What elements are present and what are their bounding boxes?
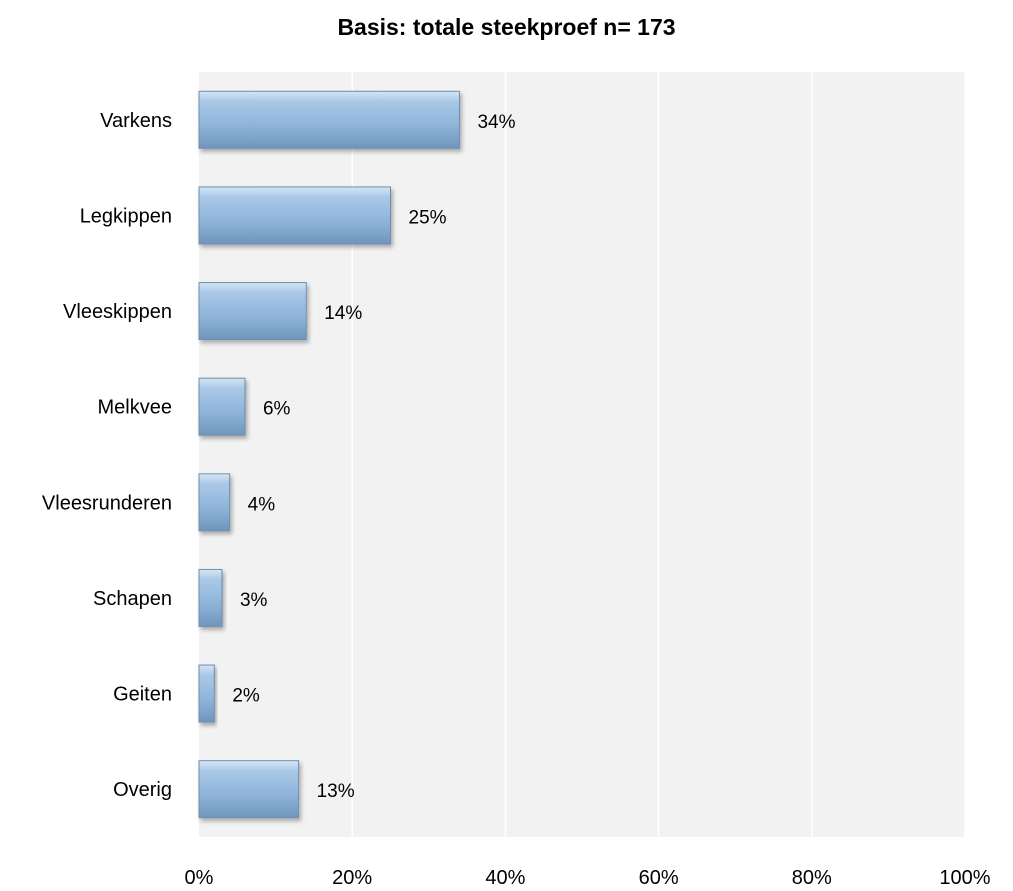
- category-label: Varkens: [100, 110, 172, 132]
- data-label: 25%: [409, 207, 447, 228]
- data-label: 14%: [324, 303, 362, 324]
- bar: [198, 186, 391, 245]
- x-tick-label: 40%: [485, 867, 525, 889]
- bar: [198, 664, 215, 723]
- category-label: Legkippen: [80, 205, 172, 227]
- bar: [198, 568, 223, 627]
- data-label: 6%: [263, 399, 291, 420]
- bar: [198, 282, 307, 341]
- category-label: Vleeskippen: [63, 301, 172, 323]
- x-tick-label: 80%: [792, 867, 832, 889]
- category-label: Geiten: [113, 684, 172, 706]
- category-label: Overig: [113, 779, 172, 801]
- data-label: 2%: [232, 686, 260, 707]
- category-label: Melkvee: [98, 397, 172, 419]
- chart-title: Basis: totale steekproef n= 173: [337, 14, 676, 40]
- data-label: 4%: [248, 494, 276, 515]
- data-label: 34%: [477, 112, 515, 133]
- data-label: 13%: [317, 781, 355, 802]
- x-tick-label: 60%: [639, 867, 679, 889]
- x-tick-label: 100%: [939, 867, 990, 889]
- category-label: Vleesrunderen: [42, 492, 172, 514]
- x-tick-label: 0%: [185, 867, 214, 889]
- x-tick-label: 20%: [332, 867, 372, 889]
- bar: [198, 377, 246, 436]
- bar: [198, 90, 460, 149]
- category-label: Schapen: [93, 588, 172, 610]
- bar: [198, 473, 231, 532]
- bar: [198, 760, 300, 819]
- data-label: 3%: [240, 590, 268, 611]
